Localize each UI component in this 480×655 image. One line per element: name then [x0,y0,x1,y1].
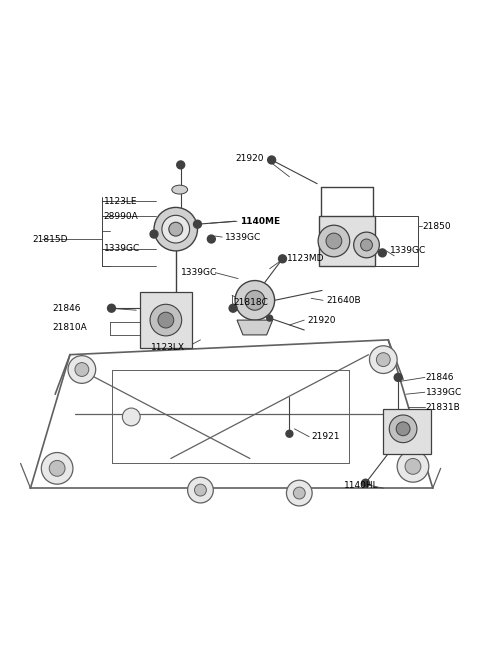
Circle shape [41,453,73,484]
Circle shape [268,156,276,164]
Circle shape [158,312,174,328]
Circle shape [370,346,397,373]
Circle shape [150,305,182,336]
Text: 21640B: 21640B [326,296,360,305]
Circle shape [122,408,140,426]
Circle shape [318,225,350,257]
Circle shape [394,373,402,381]
Text: 21831B: 21831B [426,403,461,411]
Text: 21846: 21846 [52,304,81,312]
Text: 1339GC: 1339GC [225,233,262,242]
Text: 1123LX: 1123LX [151,343,185,352]
Circle shape [162,215,190,243]
Circle shape [207,235,216,243]
Circle shape [286,430,293,438]
Circle shape [169,222,183,236]
Text: 1339GC: 1339GC [426,388,462,397]
Circle shape [361,479,370,487]
Text: 28990A: 28990A [104,212,138,221]
Text: 1339GC: 1339GC [180,268,217,277]
Text: 21850: 21850 [423,221,452,231]
Circle shape [287,480,312,506]
Circle shape [150,230,158,238]
Bar [140,292,192,348]
Circle shape [396,422,410,436]
Text: 21818C: 21818C [233,298,268,307]
Circle shape [293,487,305,499]
Text: 21846: 21846 [426,373,455,382]
Circle shape [194,484,206,496]
Bar [384,409,431,453]
Circle shape [376,352,390,367]
Circle shape [193,220,202,228]
Circle shape [378,249,386,257]
Text: 1140HL: 1140HL [344,481,378,490]
Text: 21920: 21920 [307,316,336,325]
Circle shape [354,232,379,258]
Circle shape [397,451,429,482]
Text: 21921: 21921 [311,432,340,441]
Text: 1339GC: 1339GC [390,246,427,255]
Text: 21920: 21920 [235,155,264,164]
Ellipse shape [172,185,188,194]
Circle shape [405,458,421,474]
Circle shape [177,161,185,169]
Circle shape [245,290,264,310]
Bar [319,216,375,266]
Circle shape [49,460,65,476]
Text: 1140ME: 1140ME [240,217,280,226]
Circle shape [229,305,237,312]
Circle shape [235,280,275,320]
Circle shape [326,233,342,249]
Circle shape [75,363,89,377]
Polygon shape [237,320,273,335]
Circle shape [267,315,273,321]
Text: 1339GC: 1339GC [104,244,140,253]
Circle shape [389,415,417,443]
Text: 1123MD: 1123MD [287,254,324,263]
Text: 21815D: 21815D [33,234,68,244]
Circle shape [360,239,372,251]
Circle shape [68,356,96,383]
Circle shape [154,208,197,251]
Text: 1123LE: 1123LE [104,197,137,206]
Circle shape [188,477,213,503]
Circle shape [278,255,287,263]
Circle shape [108,305,116,312]
Text: 21810A: 21810A [52,324,87,333]
